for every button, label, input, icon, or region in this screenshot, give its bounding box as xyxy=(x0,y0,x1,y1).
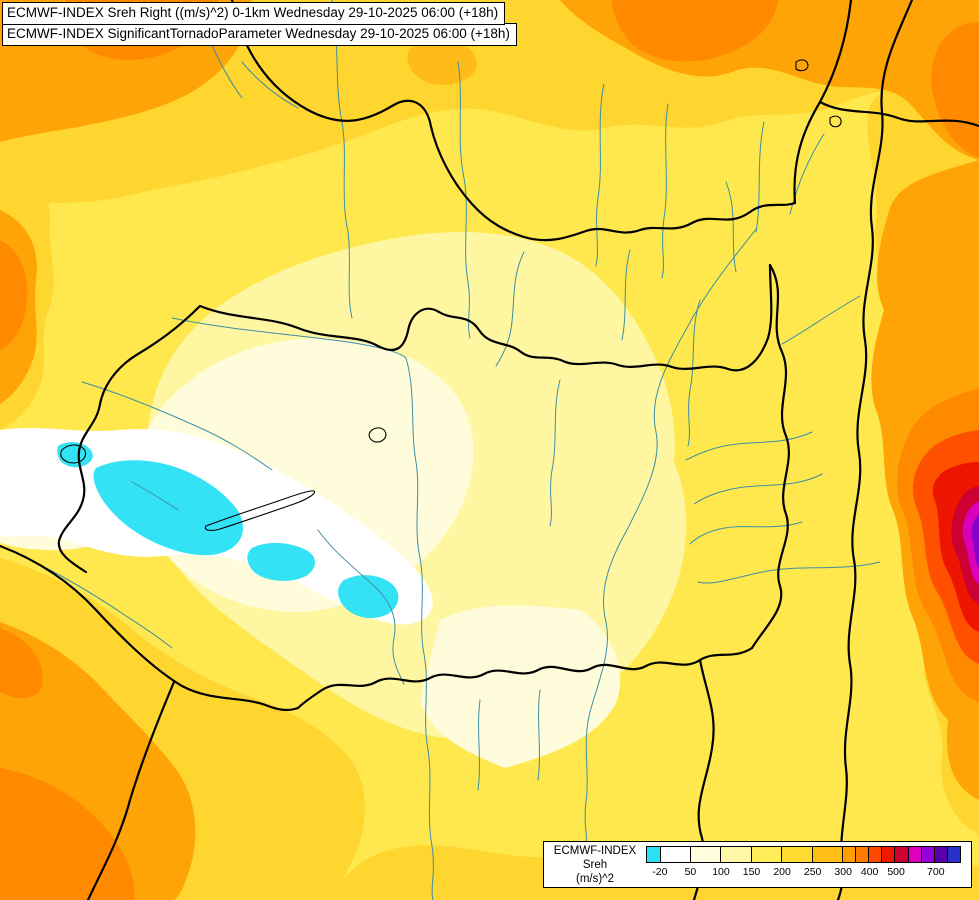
river-hernad xyxy=(687,299,701,447)
hotspot-purple-core xyxy=(971,514,979,568)
river-ne-2 xyxy=(789,133,825,215)
legend-color-segment xyxy=(908,847,922,862)
contour-darkorange-left xyxy=(0,240,28,350)
reservoir-outline-2 xyxy=(829,115,842,128)
border-nw-diagonal xyxy=(230,0,526,239)
contour-darkorange-left-low xyxy=(0,628,43,699)
river-slana xyxy=(661,103,669,279)
legend-color-segment xyxy=(660,847,692,862)
river-lines-layer xyxy=(21,0,881,900)
map-title-primary-text: ECMWF-INDEX Sreh Right ((m/s)^2) 0-1km W… xyxy=(7,5,499,20)
legend-product-label: ECMWF-INDEX xyxy=(553,844,637,857)
river-maros xyxy=(697,561,881,584)
border-hungary-south xyxy=(296,646,754,710)
legend-tick-label: 700 xyxy=(927,866,945,878)
contour-darkorange-top-right xyxy=(612,0,778,62)
river-hron xyxy=(457,61,471,339)
legend-tick-label: 100 xyxy=(712,866,730,878)
legend-color-segment xyxy=(721,847,752,862)
river-sajo xyxy=(621,249,631,341)
legend-color-segment xyxy=(948,847,960,862)
legend-color-segment xyxy=(882,847,896,862)
contour-darkorange-right-corner xyxy=(931,22,979,158)
cyan-patch-balaton-west xyxy=(93,460,244,556)
border-top-right xyxy=(818,100,979,128)
cyan-patch-south xyxy=(338,575,399,619)
legend-color-segment xyxy=(812,847,843,862)
cyan-minima-layer xyxy=(57,442,399,619)
legend-tick-label: 50 xyxy=(684,866,697,878)
river-bodrog xyxy=(725,181,737,273)
map-title-secondary: ECMWF-INDEX SignificantTornadoParameter … xyxy=(2,23,517,46)
legend-color-segment xyxy=(921,847,935,862)
hotspot-layer xyxy=(912,430,979,664)
legend-color-segment xyxy=(782,847,813,862)
border-drava xyxy=(0,544,300,712)
legend-color-segment xyxy=(751,847,783,862)
river-zala xyxy=(131,481,179,511)
river-zagyva xyxy=(549,379,561,527)
river-nw-1 xyxy=(241,61,299,109)
reservoir-outline-1 xyxy=(795,59,809,72)
river-szamos xyxy=(781,295,861,345)
lake-velence-outline xyxy=(368,427,387,443)
river-koros-2 xyxy=(693,473,823,505)
legend-colorbar xyxy=(646,846,961,863)
legend-tick-label: 500 xyxy=(887,866,905,878)
river-ne-1 xyxy=(755,121,765,233)
river-danube-south xyxy=(405,357,434,900)
cyan-patch-balaton-east xyxy=(247,542,315,581)
legend-colorbar-wrap: -20 50 100 150 200 250 300 400 500 700 xyxy=(646,842,961,887)
legend-color-segment xyxy=(647,847,661,862)
river-nitra xyxy=(595,83,605,267)
map-title-secondary-text: ECMWF-INDEX SignificantTornadoParameter … xyxy=(7,26,510,41)
legend-tick-labels: -20 50 100 150 200 250 300 400 500 700 xyxy=(646,866,961,882)
border-hungary-north xyxy=(198,263,773,372)
legend-parameter-label: Sreh xyxy=(582,858,608,871)
border-slovakia-north xyxy=(522,201,797,242)
legend-tick-label: 250 xyxy=(803,866,822,878)
border-croatia-bosnia xyxy=(86,680,176,900)
river-sio xyxy=(317,529,405,685)
legend-color-segment xyxy=(934,847,949,862)
river-koros-3 xyxy=(689,521,803,545)
lake-outlines-layer xyxy=(60,59,842,531)
legend-labels: ECMWF-INDEX Sreh (m/s)^2 xyxy=(544,842,646,887)
map-title-primary: ECMWF-INDEX Sreh Right ((m/s)^2) 0-1km W… xyxy=(2,2,506,25)
legend-units-label: (m/s)^2 xyxy=(576,872,614,885)
river-ipoly xyxy=(495,251,525,367)
legend-color-segment xyxy=(856,847,870,862)
contour-cream-south-center xyxy=(420,605,621,768)
legend-tick-label: -20 xyxy=(652,866,668,878)
legend-tick-label: 300 xyxy=(834,866,852,878)
river-raba xyxy=(81,381,273,471)
border-hungary-east xyxy=(750,263,790,650)
legend-color-segment xyxy=(895,847,909,862)
river-tisza xyxy=(584,227,758,843)
legend-color-segment xyxy=(869,847,883,862)
legend-tick-label: 200 xyxy=(773,866,791,878)
contour-darkorange-bottom-corner xyxy=(0,768,135,900)
border-hungary-west xyxy=(57,304,202,574)
legend-color-segment xyxy=(691,847,722,862)
river-south-1 xyxy=(477,699,481,791)
lake-balaton-outline xyxy=(204,490,316,531)
legend-tick-label: 150 xyxy=(742,866,761,878)
lake-ferto-outline xyxy=(60,444,87,464)
border-carpathian-east xyxy=(836,0,914,900)
legend-box: ECMWF-INDEX Sreh (m/s)^2 -20 50 100 150 200 2… xyxy=(543,841,972,888)
legend-color-segment xyxy=(842,847,857,862)
river-south-2 xyxy=(537,689,541,781)
legend-tick-label: 400 xyxy=(860,866,879,878)
river-vah xyxy=(331,0,353,319)
